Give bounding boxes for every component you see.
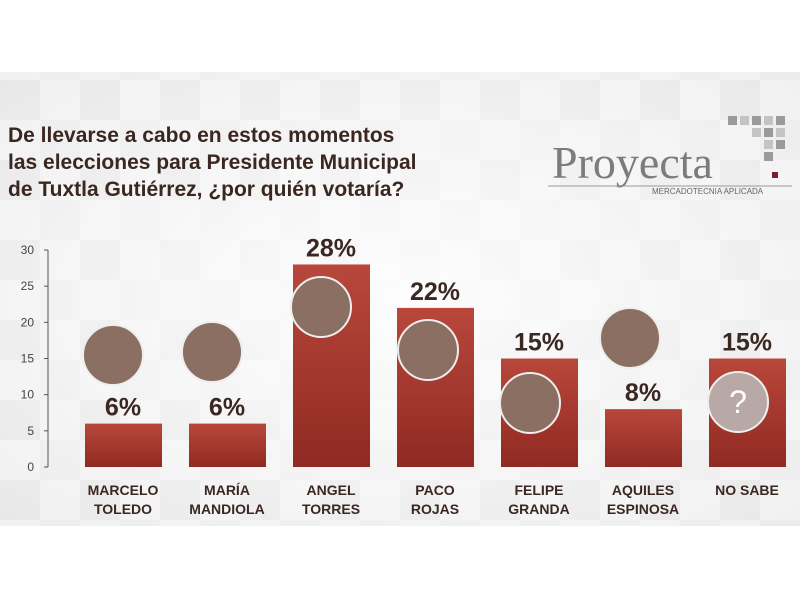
value-label: 8% <box>625 379 661 407</box>
y-tick-label: 30 <box>21 243 35 257</box>
candidate-photo <box>82 324 144 386</box>
y-tick-label: 20 <box>21 315 35 329</box>
bar <box>85 423 162 467</box>
x-tick-label: FELIPE GRANDA <box>508 482 570 517</box>
x-tick-label: MARÍA MANDIOLA <box>189 482 265 517</box>
value-label: 6% <box>209 394 245 422</box>
chart-title: De llevarse a cabo en estos momentos las… <box>8 124 417 201</box>
x-tick-label: AQUILES ESPINOSA <box>606 482 680 517</box>
x-tick-label: MARCELO TOLEDO <box>87 482 159 517</box>
x-tick-label: PACO ROJAS <box>410 482 460 517</box>
value-label: 6% <box>105 394 141 422</box>
x-tick-label: ANGEL TORRES <box>301 482 361 517</box>
bar <box>605 409 682 467</box>
y-tick-label: 0 <box>27 460 34 474</box>
value-label: 22% <box>410 278 460 306</box>
candidate-photo <box>181 321 243 383</box>
brand: Proyecta <box>552 137 713 188</box>
brand-tagline: MERCADOTECNIA APLICADA <box>652 187 764 196</box>
y-tick-label: 15 <box>21 352 35 366</box>
candidate-photo <box>707 371 769 433</box>
value-label: 28% <box>306 234 356 262</box>
candidate-photo <box>290 276 352 338</box>
candidate-photo <box>599 307 661 369</box>
value-label: 15% <box>722 329 772 357</box>
unknown-icon: ? <box>729 384 747 420</box>
candidate-photo <box>397 319 459 381</box>
x-tick-label: NO SABE <box>715 482 779 498</box>
value-label: 15% <box>514 329 564 357</box>
y-tick-label: 10 <box>21 388 35 402</box>
bar <box>189 423 266 467</box>
logo-squares <box>728 116 785 178</box>
y-tick-label: 25 <box>21 279 35 293</box>
y-tick-label: 5 <box>27 424 34 438</box>
candidate-photo <box>499 372 561 434</box>
